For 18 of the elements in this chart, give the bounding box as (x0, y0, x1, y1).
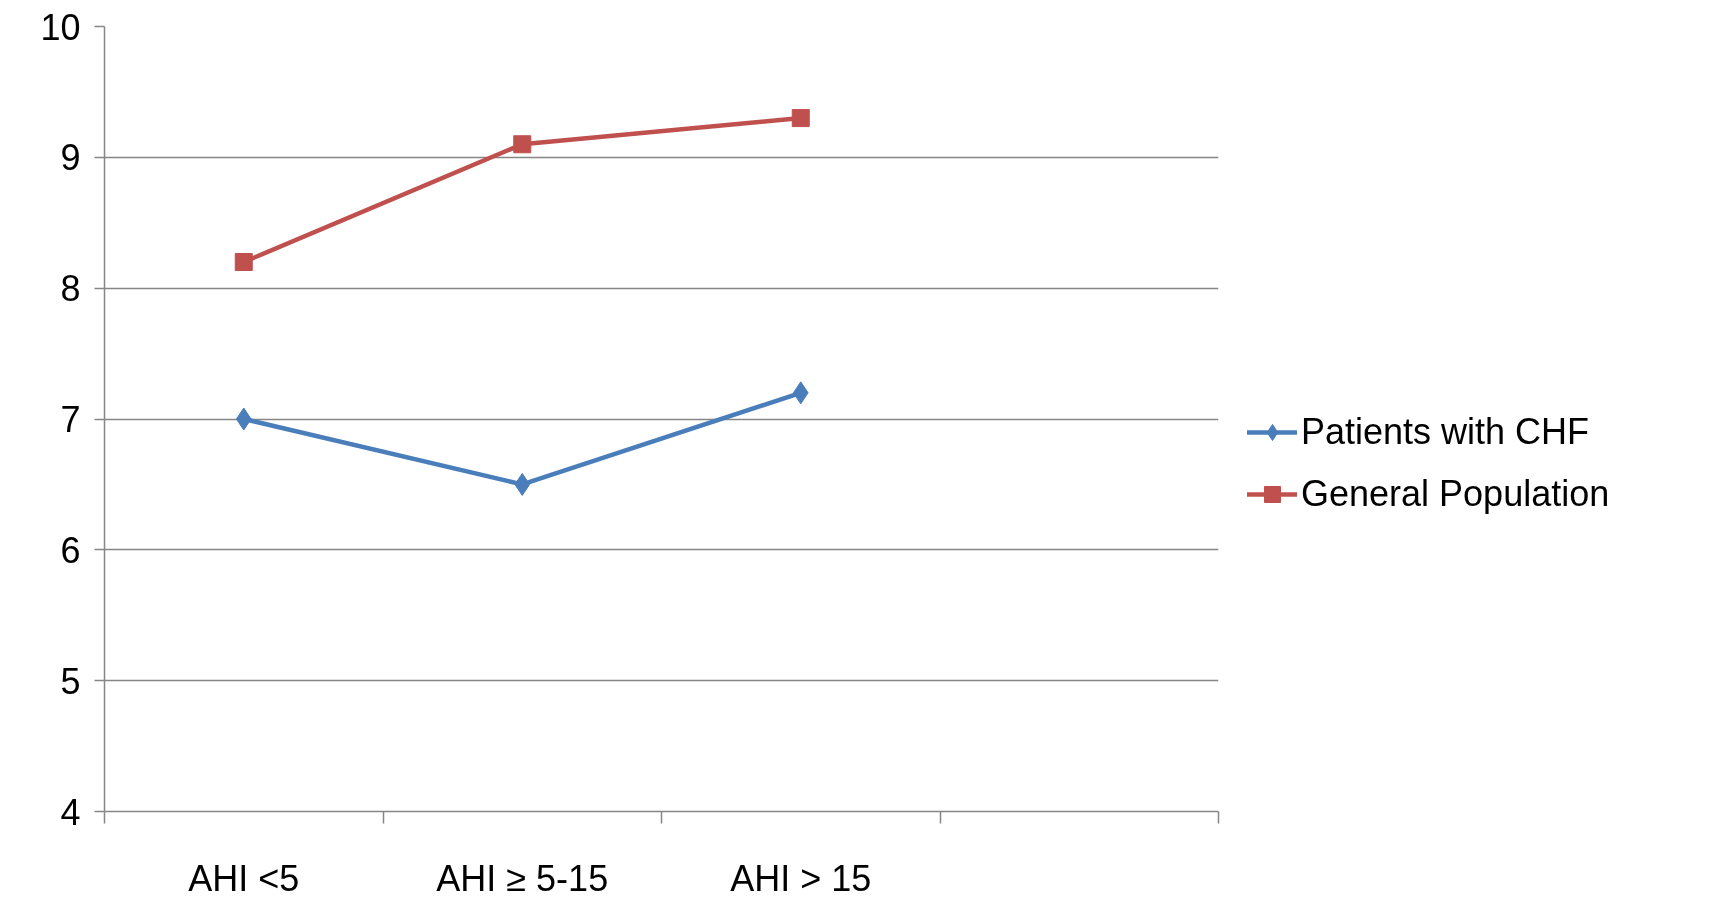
point (513, 135, 532, 154)
point (235, 407, 252, 431)
legend-label: Patients with CHF (1301, 410, 1590, 453)
point (234, 253, 253, 271)
x-tick-label: AHI > 15 (730, 857, 872, 899)
y-tick-label: 6 (60, 529, 81, 571)
x-tick-label: AHI <5 (188, 857, 300, 899)
y-tick-label: 10 (40, 6, 81, 48)
y-tick-label: 7 (60, 399, 81, 440)
point (791, 109, 810, 128)
point (792, 381, 809, 405)
y-tick-label: 5 (60, 660, 81, 702)
y-tick-label: 9 (60, 137, 81, 179)
point (514, 472, 531, 496)
legend-label: General Population (1301, 472, 1610, 515)
y-tick-label: 8 (60, 268, 81, 310)
x-tick-label: AHI ≥ 5-15 (436, 857, 609, 899)
y-tick-label: 4 (60, 791, 81, 833)
